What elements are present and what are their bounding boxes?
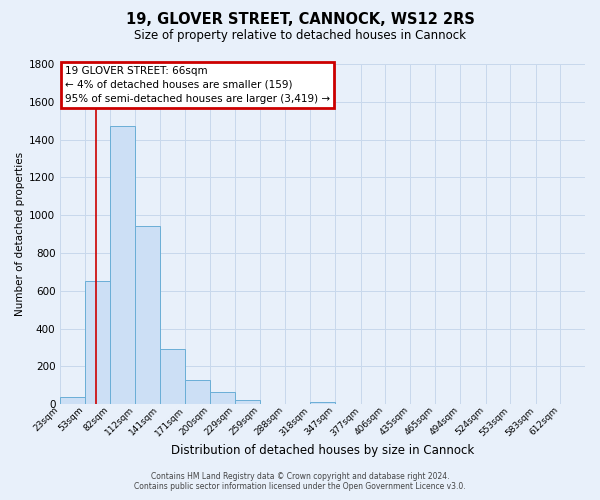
Bar	[235, 400, 260, 404]
Bar	[135, 226, 160, 404]
Y-axis label: Number of detached properties: Number of detached properties	[15, 152, 25, 316]
Text: 19 GLOVER STREET: 66sqm
← 4% of detached houses are smaller (159)
95% of semi-de: 19 GLOVER STREET: 66sqm ← 4% of detached…	[65, 66, 330, 104]
Text: Contains HM Land Registry data © Crown copyright and database right 2024.
Contai: Contains HM Land Registry data © Crown c…	[134, 472, 466, 491]
Bar	[59, 396, 85, 404]
Bar	[310, 402, 335, 404]
Bar	[210, 392, 235, 404]
Text: 19, GLOVER STREET, CANNOCK, WS12 2RS: 19, GLOVER STREET, CANNOCK, WS12 2RS	[125, 12, 475, 28]
Bar	[85, 282, 110, 404]
Bar	[160, 350, 185, 404]
Text: Size of property relative to detached houses in Cannock: Size of property relative to detached ho…	[134, 29, 466, 42]
Bar	[185, 380, 210, 404]
X-axis label: Distribution of detached houses by size in Cannock: Distribution of detached houses by size …	[170, 444, 474, 458]
Bar	[110, 126, 135, 404]
